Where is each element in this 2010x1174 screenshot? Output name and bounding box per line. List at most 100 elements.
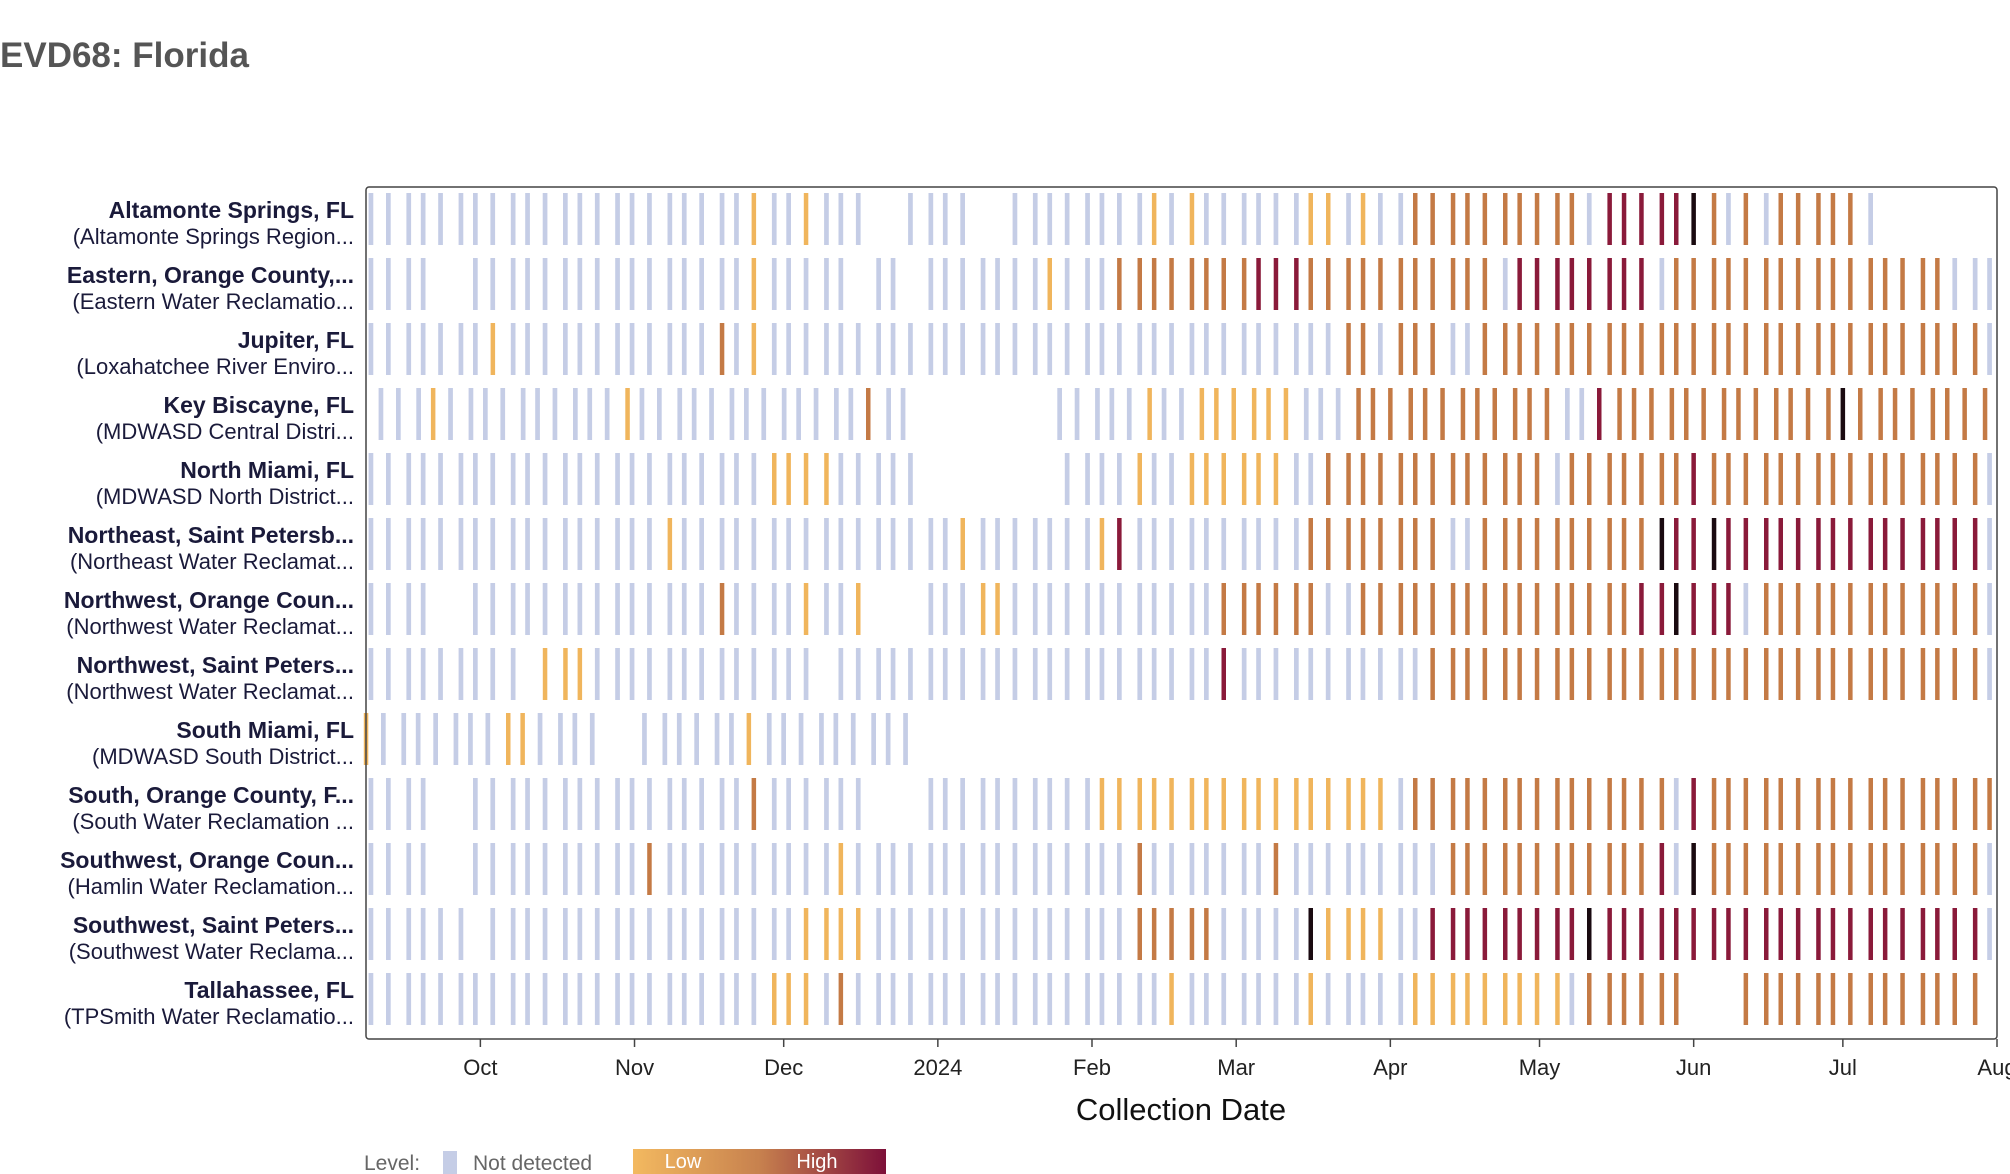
- heatmap-cell: [1430, 648, 1435, 700]
- heatmap-cell: [995, 323, 1000, 375]
- heatmap-cell: [368, 323, 374, 375]
- heatmap-cell: [1631, 388, 1637, 440]
- heatmap-cell: [1326, 908, 1331, 960]
- heatmap-cell: [928, 518, 934, 570]
- heatmap-cell: [1764, 258, 1769, 310]
- heatmap-cell: [1674, 193, 1679, 245]
- heatmap-cell: [1868, 778, 1873, 830]
- heatmap-cell: [1503, 908, 1508, 960]
- heatmap-cell: [368, 583, 374, 635]
- heatmap-cell: [381, 713, 386, 765]
- heatmap-cell: [1047, 258, 1052, 310]
- heatmap-cell: [1326, 518, 1331, 570]
- heatmap-cell: [1952, 648, 1957, 700]
- heatmap-cell: [1047, 518, 1053, 570]
- heatmap-cell: [406, 453, 412, 505]
- heatmap-cell: [368, 973, 374, 1025]
- heatmap-cell: [1900, 518, 1905, 570]
- heatmap-cell: [1778, 518, 1783, 570]
- heatmap-cell: [1126, 388, 1132, 440]
- heatmap-cell: [1256, 648, 1261, 700]
- heatmap-cell: [1012, 648, 1018, 700]
- heatmap-cell: [1569, 908, 1575, 960]
- heatmap-cell: [1621, 908, 1627, 960]
- heatmap-cell: [500, 388, 506, 440]
- heatmap-cell: [781, 713, 786, 765]
- heatmap-cell: [1639, 583, 1644, 635]
- heatmap-cell: [473, 583, 478, 635]
- heatmap-cell: [1555, 778, 1560, 830]
- heatmap-cell: [1204, 843, 1209, 895]
- heatmap-cell: [1199, 388, 1205, 440]
- heatmap-cell: [1450, 453, 1456, 505]
- heatmap-cell: [1840, 388, 1846, 440]
- heatmap-cell: [1659, 583, 1665, 635]
- heatmap-cell: [1169, 648, 1174, 700]
- heatmap-cell: [714, 713, 720, 765]
- heatmap-cell: [699, 843, 704, 895]
- heatmap-cell: [1987, 518, 1992, 570]
- heatmap-cell: [510, 193, 516, 245]
- heatmap-cell: [386, 518, 391, 570]
- heatmap-cell: [1987, 583, 1992, 635]
- heatmap-cell: [928, 843, 934, 895]
- heatmap-cell: [1012, 583, 1018, 635]
- heatmap-cell: [1450, 648, 1456, 700]
- heatmap-cell: [1221, 908, 1227, 960]
- heatmap-cell: [386, 453, 391, 505]
- heatmap-cell: [1204, 193, 1209, 245]
- heatmap-cell: [908, 518, 913, 570]
- x-axis-title: Collection Date: [1076, 1092, 1286, 1127]
- heatmap-cell: [1607, 518, 1612, 570]
- heatmap-cell: [1935, 973, 1940, 1025]
- heatmap-cell: [1816, 258, 1821, 310]
- heatmap-cell: [786, 258, 791, 310]
- heatmap-cell: [1534, 648, 1540, 700]
- heatmap-cell: [1848, 648, 1853, 700]
- heatmap-cell: [1117, 778, 1122, 830]
- heatmap-cell: [406, 908, 412, 960]
- heatmap-cell: [1517, 453, 1522, 505]
- heatmap-cell: [824, 193, 829, 245]
- heatmap-cell: [1450, 258, 1456, 310]
- heatmap-cell: [1607, 453, 1612, 505]
- heatmap-cell: [1356, 388, 1361, 440]
- heatmap-cell: [1430, 908, 1435, 960]
- heatmap-cell: [577, 453, 583, 505]
- heatmap-cell: [1204, 908, 1209, 960]
- heatmap-cell: [1569, 258, 1575, 310]
- heatmap-cell: [1816, 518, 1821, 570]
- heatmap-cell: [542, 648, 548, 700]
- heatmap-cell: [719, 843, 725, 895]
- heatmap-cell: [510, 258, 516, 310]
- heatmap-cell: [1607, 908, 1612, 960]
- heatmap-cell: [1972, 843, 1978, 895]
- heatmap-cell: [1711, 843, 1717, 895]
- heatmap-cell: [1691, 258, 1696, 310]
- heatmap-cell: [1099, 843, 1105, 895]
- heatmap-cell: [1753, 388, 1759, 440]
- heatmap-cell: [699, 323, 704, 375]
- heatmap-cell: [1743, 258, 1749, 310]
- heatmap-cell: [1726, 193, 1731, 245]
- heatmap-cell: [1169, 258, 1174, 310]
- heatmap-cell: [855, 323, 861, 375]
- heatmap-cell: [1534, 973, 1540, 1025]
- heatmap-cell: [1169, 843, 1174, 895]
- heatmap-cell: [420, 583, 426, 635]
- heatmap-row: [368, 908, 1992, 960]
- heatmap-cell: [1587, 973, 1592, 1025]
- heatmap-cell: [1795, 843, 1801, 895]
- heatmap-cell: [1586, 193, 1592, 245]
- heatmap-cell: [483, 388, 488, 440]
- heatmap-cell: [1587, 778, 1592, 830]
- heatmap-cell: [458, 648, 464, 700]
- heatmap-cell: [563, 583, 568, 635]
- heatmap-cell: [1527, 388, 1532, 440]
- heatmap-cell: [1972, 778, 1978, 830]
- row-plant-label: (South Water Reclamation ...: [72, 809, 354, 834]
- heatmap-cell: [850, 713, 856, 765]
- heatmap-cell: [1346, 778, 1351, 830]
- heatmap-cell: [1621, 518, 1627, 570]
- heatmap-cell: [1378, 648, 1383, 700]
